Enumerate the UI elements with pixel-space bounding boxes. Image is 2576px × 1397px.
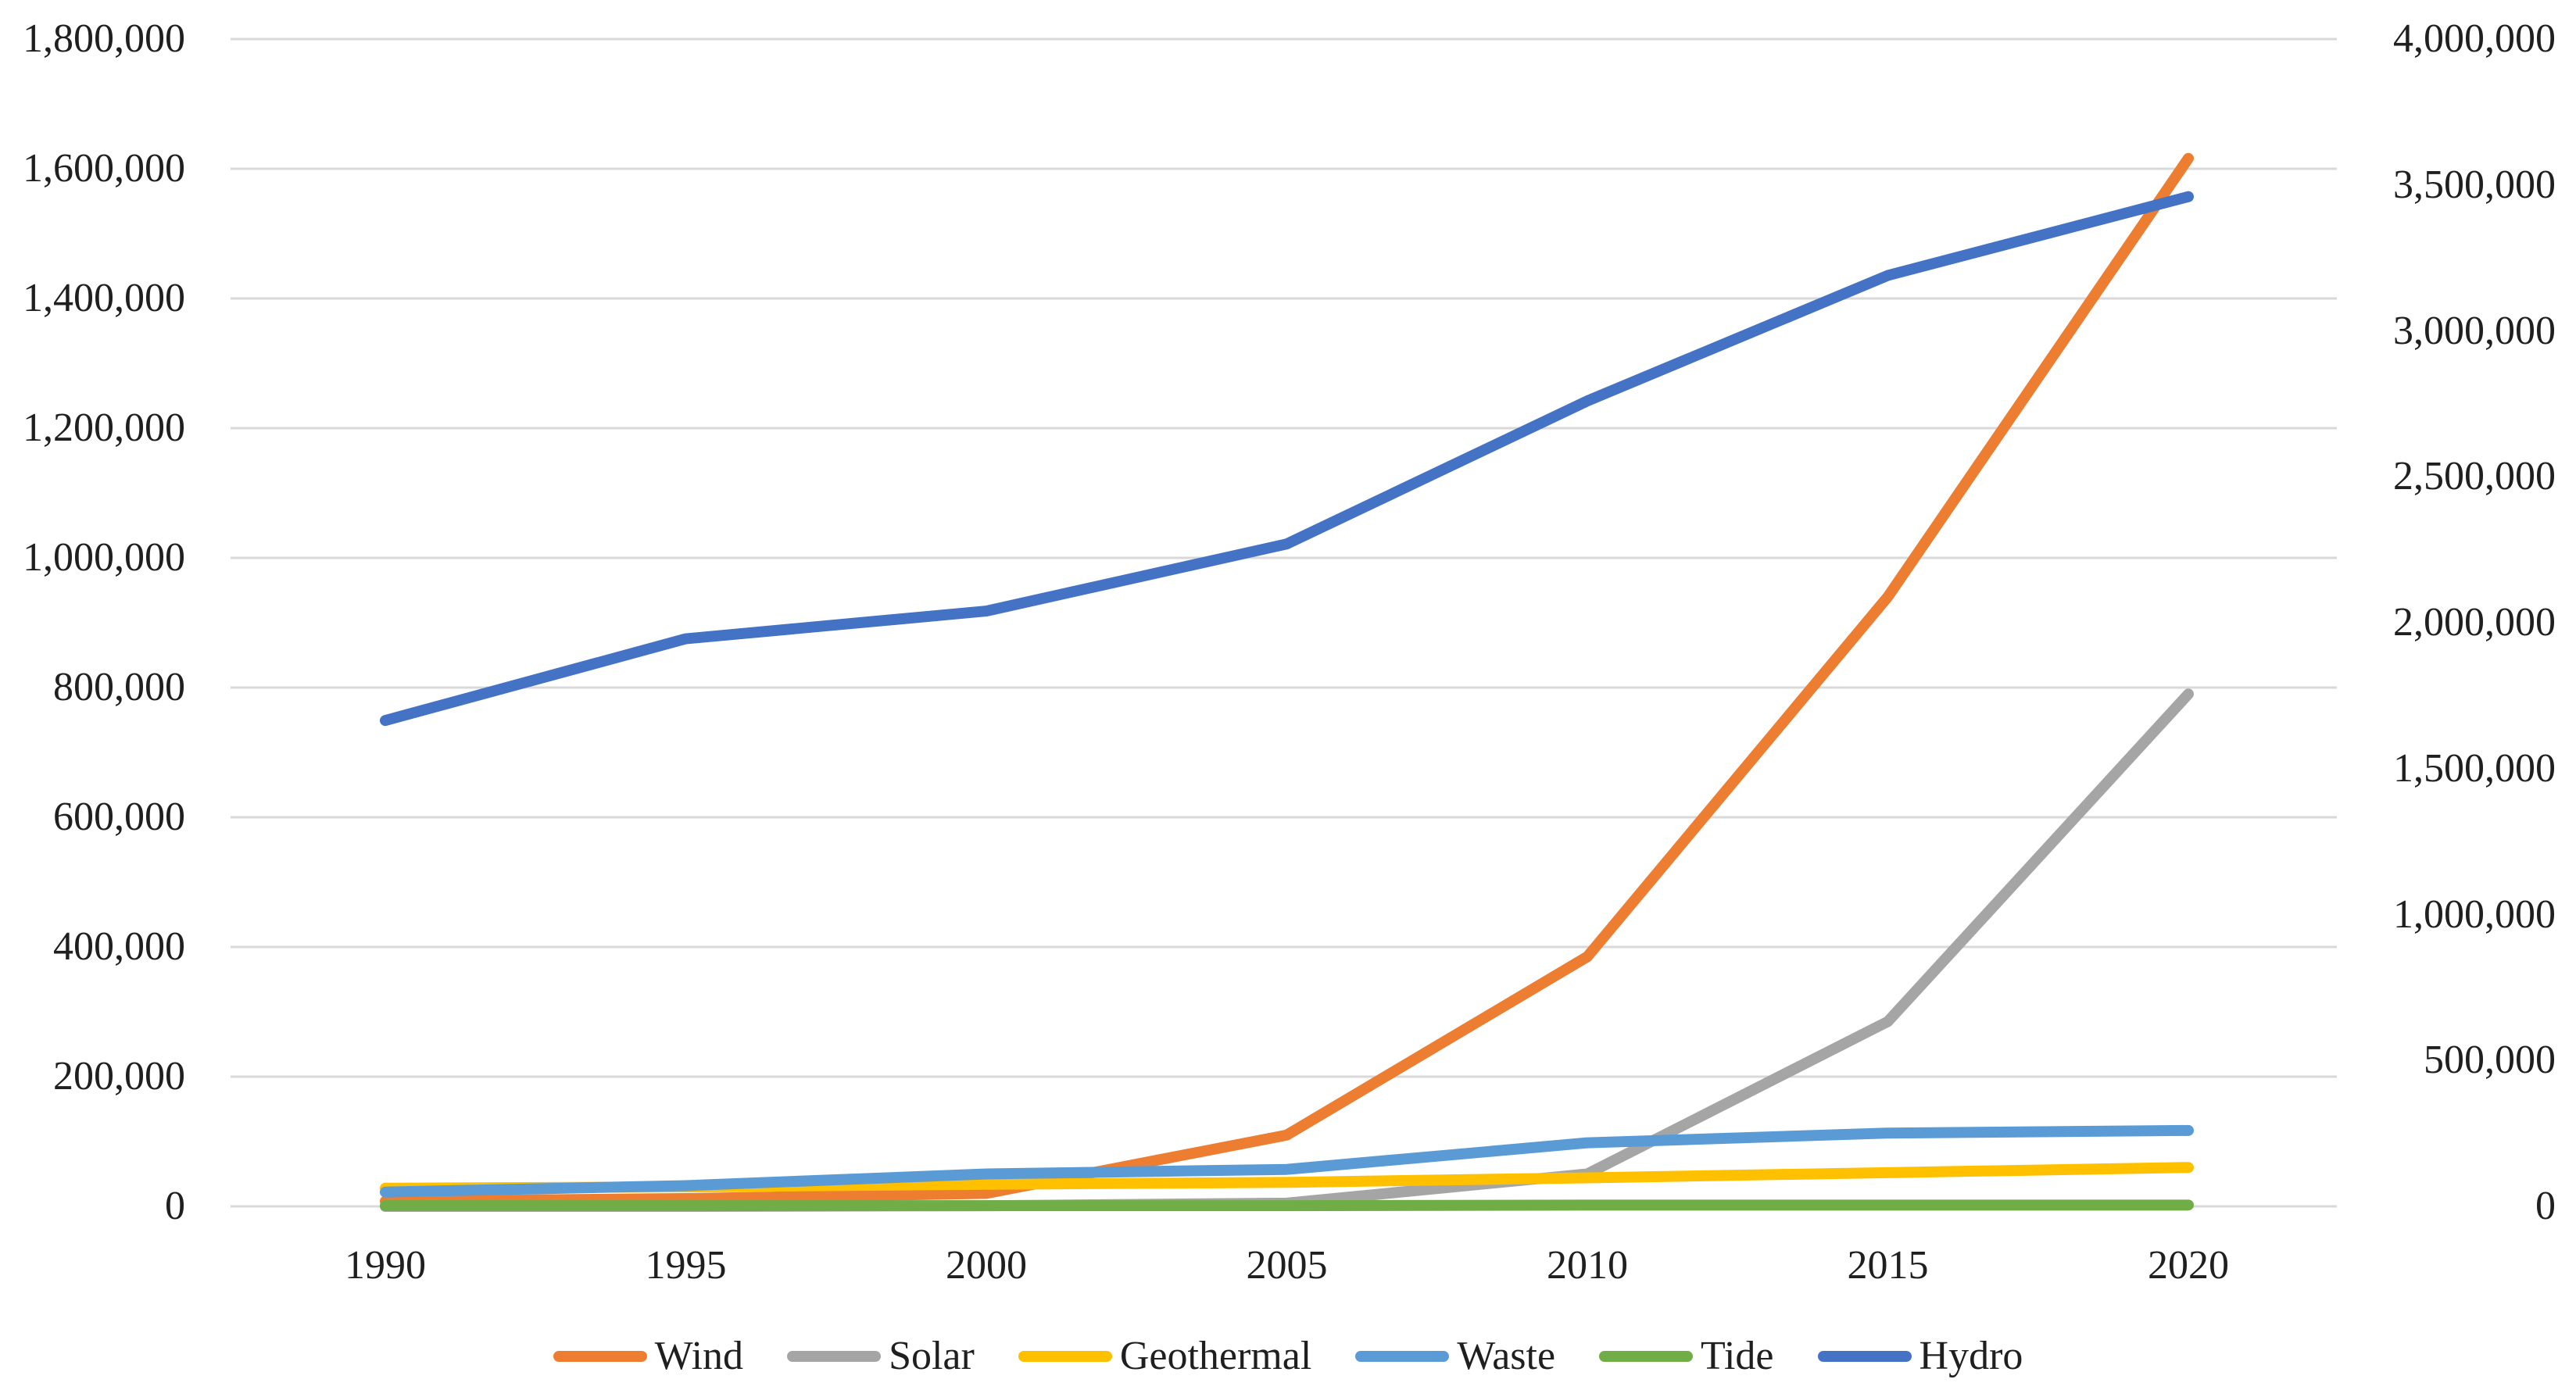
legend-item-tide: Tide (1599, 1333, 1774, 1380)
legend-item-wind: Wind (553, 1333, 743, 1380)
legend-swatch-solar (787, 1351, 882, 1362)
legend-swatch-geothermal (1018, 1351, 1112, 1362)
y-axis-left-tick-label: 600,000 (53, 795, 185, 839)
series-line-waste (380, 1124, 2194, 1198)
y-axis-right-tick-label: 500,000 (2424, 1038, 2556, 1083)
y-axis-right-tick-label: 3,500,000 (2393, 162, 2556, 207)
y-axis-left-tick-label: 1,000,000 (23, 535, 185, 580)
legend-item-hydro: Hydro (1817, 1333, 2023, 1380)
legend-item-solar: Solar (787, 1333, 975, 1380)
y-axis-left-tick-label: 200,000 (53, 1054, 185, 1099)
x-axis-tick-label: 2000 (946, 1243, 1027, 1288)
y-axis-left-tick-label: 1,600,000 (23, 146, 185, 191)
y-axis-left-tick-label: 400,000 (53, 924, 185, 969)
legend-item-geothermal: Geothermal (1018, 1333, 1311, 1380)
legend-item-waste: Waste (1355, 1333, 1555, 1380)
y-axis-right-tick-label: 3,000,000 (2393, 308, 2556, 353)
y-axis-right-tick-label: 1,500,000 (2393, 745, 2556, 791)
y-axis-left-tick-label: 1,400,000 (23, 276, 185, 320)
y-axis-left-tick-label: 1,200,000 (23, 406, 185, 450)
y-axis-left-tick-label: 800,000 (53, 665, 185, 709)
legend-label: Geothermal (1119, 1334, 1312, 1378)
legend-swatch-tide (1599, 1351, 1694, 1362)
y-axis-left-tick-label: 1,800,000 (23, 16, 185, 61)
series-line-wind (380, 152, 2194, 1207)
y-axis-right-tick-label: 1,000,000 (2393, 891, 2556, 937)
legend-label: Wind (654, 1334, 744, 1378)
series-line-tide (380, 1199, 2194, 1212)
y-axis-left-tick-label: 0 (165, 1184, 185, 1228)
legend-label: Hydro (1919, 1334, 2023, 1378)
y-axis-right-tick-label: 2,000,000 (2393, 600, 2556, 645)
legend-swatch-hydro (1817, 1351, 1912, 1362)
legend-label: Solar (889, 1334, 975, 1378)
y-axis-right-tick-label: 2,500,000 (2393, 454, 2556, 499)
x-axis-tick-label: 1995 (645, 1243, 727, 1288)
legend-swatch-wind (553, 1351, 647, 1362)
legend: Wind Solar Geothermal Waste Tide Hydro (0, 1333, 2576, 1380)
legend-label: Waste (1457, 1334, 1556, 1378)
x-axis-tick-label: 2020 (2148, 1243, 2229, 1288)
x-axis-tick-label: 2015 (1847, 1243, 1929, 1288)
series-line-hydro (380, 191, 2194, 727)
legend-swatch-waste (1355, 1351, 1450, 1362)
y-axis-right-tick-label: 0 (2535, 1184, 2556, 1228)
x-axis-tick-label: 2010 (1547, 1243, 1628, 1288)
y-axis-right-tick-label: 4,000,000 (2393, 16, 2556, 61)
legend-label: Tide (1701, 1334, 1774, 1378)
x-axis-tick-label: 1990 (345, 1243, 426, 1288)
x-axis-tick-label: 2005 (1246, 1243, 1328, 1288)
